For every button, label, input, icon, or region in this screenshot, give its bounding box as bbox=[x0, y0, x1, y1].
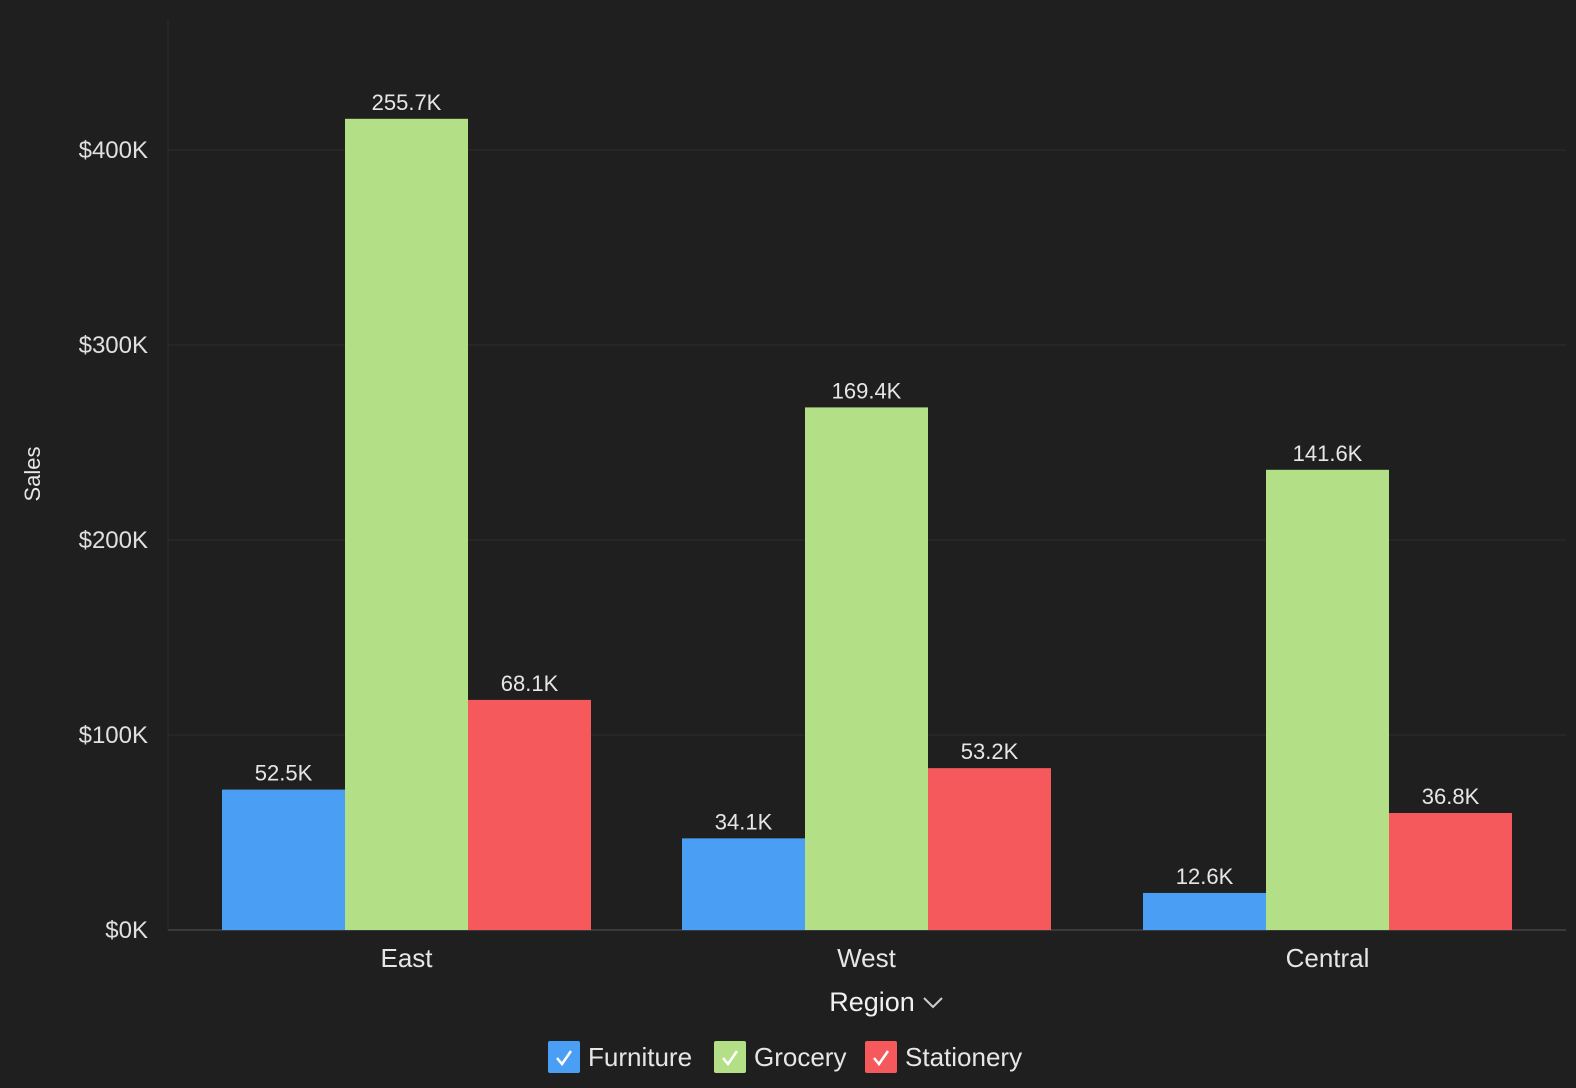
checkmark-icon bbox=[873, 1050, 890, 1067]
bar-grocery-central[interactable] bbox=[1266, 469, 1389, 930]
bar-grocery-west[interactable] bbox=[805, 407, 928, 930]
y-tick-label: $100K bbox=[79, 722, 148, 749]
y-tick-label: $300K bbox=[79, 332, 148, 359]
data-label: 255.7K bbox=[372, 90, 442, 115]
checkmark-icon bbox=[556, 1050, 573, 1067]
bar-grocery-east[interactable] bbox=[345, 118, 468, 931]
bar-furniture-east[interactable] bbox=[222, 789, 345, 930]
data-label: 34.1K bbox=[715, 809, 773, 834]
data-labels-layer: 52.5K 255.7K 68.1K 34.1K 169.4K 53.2K 12.6K 141… bbox=[255, 90, 1480, 889]
legend-item-furniture[interactable]: Furniture bbox=[548, 1041, 692, 1073]
data-label: 141.6K bbox=[1293, 441, 1363, 466]
x-axis-title[interactable]: Region bbox=[829, 987, 915, 1017]
legend-swatch[interactable] bbox=[548, 1041, 580, 1073]
bar-stationery-east[interactable] bbox=[468, 699, 591, 930]
legend-label[interactable]: Furniture bbox=[588, 1042, 692, 1072]
legend-swatch[interactable] bbox=[865, 1041, 897, 1073]
data-label: 36.8K bbox=[1422, 784, 1480, 809]
x-tick-label: East bbox=[380, 943, 433, 973]
bar-stationery-central[interactable] bbox=[1389, 813, 1512, 930]
data-label: 12.6K bbox=[1176, 864, 1234, 889]
chevron-down-icon[interactable] bbox=[923, 997, 943, 1009]
x-tick-label: West bbox=[837, 943, 897, 973]
data-label: 68.1K bbox=[501, 671, 559, 696]
data-label: 53.2K bbox=[961, 739, 1019, 764]
y-axis-title: Sales bbox=[20, 446, 45, 501]
data-label: 169.4K bbox=[832, 378, 902, 403]
x-axis-title-group[interactable]: Region bbox=[829, 987, 943, 1017]
legend-label[interactable]: Stationery bbox=[905, 1042, 1022, 1072]
legend: Furniture Grocery Stationery bbox=[548, 1041, 1022, 1073]
y-tick-label: $400K bbox=[79, 137, 148, 164]
x-tick-label: Central bbox=[1286, 943, 1370, 973]
bar-stationery-west[interactable] bbox=[928, 768, 1051, 930]
y-tick-label: $0K bbox=[105, 917, 148, 944]
legend-item-grocery[interactable]: Grocery bbox=[714, 1041, 846, 1073]
checkmark-icon bbox=[722, 1050, 739, 1067]
bar-furniture-west[interactable] bbox=[682, 838, 805, 930]
legend-label[interactable]: Grocery bbox=[754, 1042, 846, 1072]
data-label: 52.5K bbox=[255, 761, 313, 786]
bar-furniture-central[interactable] bbox=[1143, 892, 1266, 930]
legend-swatch[interactable] bbox=[714, 1041, 746, 1073]
y-tick-label: $200K bbox=[79, 527, 148, 554]
legend-item-stationery[interactable]: Stationery bbox=[865, 1041, 1022, 1073]
bars-layer bbox=[222, 118, 1512, 931]
